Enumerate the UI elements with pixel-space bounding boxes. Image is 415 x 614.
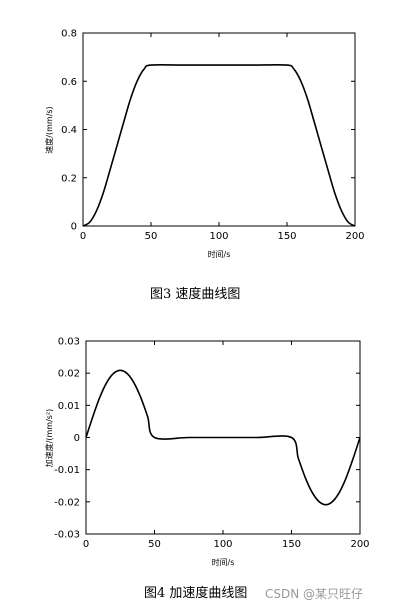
acceleration-x-tick-label: 50	[148, 539, 161, 550]
velocity-y-tick-label: 0.8	[61, 29, 77, 40]
acceleration-y-tick-label: 0.03	[58, 337, 80, 348]
velocity-y-tick-label: 0.2	[61, 173, 77, 184]
velocity-y-tick-label: 0.4	[61, 125, 77, 136]
acceleration-y-tick-label: 0.01	[58, 401, 80, 412]
velocity-x-tick-label: 50	[145, 231, 158, 242]
acceleration-x-tick-label: 200	[350, 539, 369, 550]
velocity-chart: 0 50 100 150 200 0 0.2 0.4 0.6 0.8 时间/s 速度/(mm/s)	[44, 29, 365, 260]
velocity-series-line	[82, 64, 356, 227]
velocity-y-tick-label: 0	[71, 222, 77, 233]
velocity-plot-frame	[82, 32, 356, 227]
acceleration-y-tick-label: 0	[74, 433, 80, 444]
acceleration-series-line	[85, 369, 361, 506]
figure3-caption: 图3 速度曲线图	[150, 287, 241, 302]
velocity-x-axis-label: 时间/s	[208, 249, 231, 259]
velocity-y-tick-label: 0.6	[61, 77, 77, 88]
velocity-x-tick-label: 0	[80, 231, 86, 242]
acceleration-chart: 0 50 100 150 200 -0.03 -0.02 -0.01 0 0.01 0.02 0.03…	[44, 337, 370, 568]
acceleration-y-tick-label: -0.01	[54, 465, 80, 476]
velocity-x-tick-label: 150	[277, 231, 296, 242]
acceleration-x-tick-label: 100	[213, 539, 232, 550]
acceleration-y-tick-label: 0.02	[58, 369, 80, 380]
acceleration-y-axis-label: 加速度/(mm/s²)	[44, 409, 54, 468]
velocity-x-tick-label: 200	[345, 231, 364, 242]
acceleration-y-tick-label: -0.02	[54, 497, 80, 508]
figure4-caption: 图4 加速度曲线图	[144, 586, 248, 601]
velocity-x-tick-label: 100	[209, 231, 228, 242]
acceleration-x-tick-label: 0	[83, 539, 89, 550]
acceleration-y-tick-label: -0.03	[54, 530, 80, 541]
watermark-text: CSDN @某只旺仔	[265, 587, 364, 601]
velocity-y-axis-label: 速度/(mm/s)	[44, 106, 54, 153]
acceleration-x-axis-label: 时间/s	[212, 557, 235, 567]
acceleration-x-tick-label: 150	[282, 539, 301, 550]
